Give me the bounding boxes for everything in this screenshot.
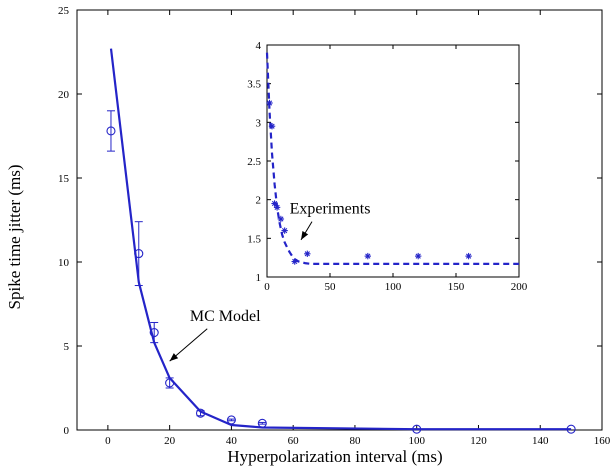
data-point-circle bbox=[226, 415, 236, 425]
main-annotations: MC Model bbox=[169, 308, 261, 362]
main-series bbox=[106, 48, 576, 434]
main-x-tick-label: 20 bbox=[164, 435, 176, 447]
inset-annotations: Experiments bbox=[290, 201, 371, 241]
star-stroke bbox=[304, 251, 310, 257]
main-x-ticks: 0 20 40 60 80 100 120 140 160 bbox=[105, 10, 611, 447]
inset-y-tick-label: 3.5 bbox=[247, 79, 261, 91]
data-point-circle bbox=[134, 249, 144, 259]
data-point-star bbox=[277, 215, 285, 223]
inset-y-tick-label: 1 bbox=[256, 272, 262, 284]
x-axis-label: Hyperpolarization interval (ms) bbox=[227, 447, 442, 466]
main-y-tick-label: 25 bbox=[58, 5, 70, 17]
inset-y-ticks: 1 1.5 2 2.5 3 3.5 4 bbox=[247, 40, 519, 284]
main-y-tick-label: 5 bbox=[64, 341, 70, 353]
main-x-tick-label: 100 bbox=[408, 435, 425, 447]
main-x-tick-label: 160 bbox=[594, 435, 611, 447]
data-point-star bbox=[364, 252, 371, 260]
data-point-star bbox=[271, 200, 278, 207]
star-stroke bbox=[278, 216, 284, 222]
inset-annotation-label: Experiments bbox=[290, 201, 371, 218]
main-x-tick-label: 120 bbox=[470, 435, 487, 447]
star-stroke bbox=[269, 123, 275, 129]
data-point-star bbox=[304, 250, 311, 257]
data-point-circle bbox=[412, 424, 422, 434]
data-point-star bbox=[281, 227, 288, 234]
inset-x-tick-label: 50 bbox=[325, 281, 337, 293]
inset-x-tick-label: 200 bbox=[511, 281, 528, 293]
main-annotation-arrowhead bbox=[169, 353, 179, 362]
star-stroke bbox=[282, 227, 288, 234]
inset-y-tick-label: 2.5 bbox=[247, 156, 261, 168]
main-x-tick-label: 140 bbox=[532, 435, 549, 447]
inset-background bbox=[267, 45, 519, 277]
inset-dashed-line bbox=[265, 52, 519, 265]
data-point-circle bbox=[566, 424, 576, 434]
main-y-tick-label: 20 bbox=[58, 89, 70, 101]
star-stroke bbox=[292, 258, 298, 265]
star-stroke bbox=[266, 100, 273, 106]
data-point-star bbox=[291, 258, 298, 265]
star-stroke bbox=[271, 200, 278, 207]
data-point-circle bbox=[165, 378, 175, 388]
star-stroke bbox=[274, 204, 280, 211]
data-point-circle bbox=[149, 328, 159, 338]
inset-y-tick-label: 2 bbox=[256, 195, 262, 207]
data-point-star bbox=[465, 252, 472, 260]
main-x-tick-label: 80 bbox=[349, 435, 361, 447]
main-plot-frame bbox=[76, 9, 603, 431]
data-point-circle bbox=[257, 418, 267, 428]
data-point-star bbox=[266, 99, 273, 107]
data-point-circle bbox=[195, 408, 206, 418]
y-axis-label: Spike time jitter (ms) bbox=[5, 165, 24, 310]
inset-series bbox=[265, 52, 519, 265]
main-x-tick-label: 60 bbox=[288, 435, 300, 447]
main-y-tick-label: 15 bbox=[58, 173, 70, 185]
inset-annotation-arrowhead bbox=[301, 230, 309, 240]
star-stroke bbox=[415, 253, 421, 259]
inset-x-tick-label: 0 bbox=[264, 281, 270, 293]
inset-x-ticks: 0 50 100 150 200 bbox=[264, 45, 528, 293]
inset-x-tick-label: 100 bbox=[385, 281, 402, 293]
data-point-star bbox=[415, 252, 422, 260]
main-annotation-label: MC Model bbox=[190, 308, 261, 325]
data-point-circle bbox=[106, 126, 116, 136]
star-stroke bbox=[365, 253, 371, 259]
data-point-star bbox=[268, 123, 276, 130]
inset-plot: 0 50 100 150 200 1 1.5 2 2.5 3 3.5 4 Experiments bbox=[247, 40, 528, 293]
inset-y-tick-label: 1.5 bbox=[247, 233, 261, 245]
main-x-tick-label: 40 bbox=[226, 435, 238, 447]
inset-x-tick-label: 150 bbox=[448, 281, 465, 293]
main-x-tick-label: 0 bbox=[105, 435, 111, 447]
main-y-tick-label: 10 bbox=[58, 257, 70, 269]
inset-y-tick-label: 4 bbox=[256, 40, 262, 52]
data-point-star bbox=[273, 204, 281, 211]
main-y-tick-label: 0 bbox=[64, 425, 70, 437]
inset-y-tick-label: 3 bbox=[256, 117, 262, 129]
star-stroke bbox=[465, 253, 472, 259]
